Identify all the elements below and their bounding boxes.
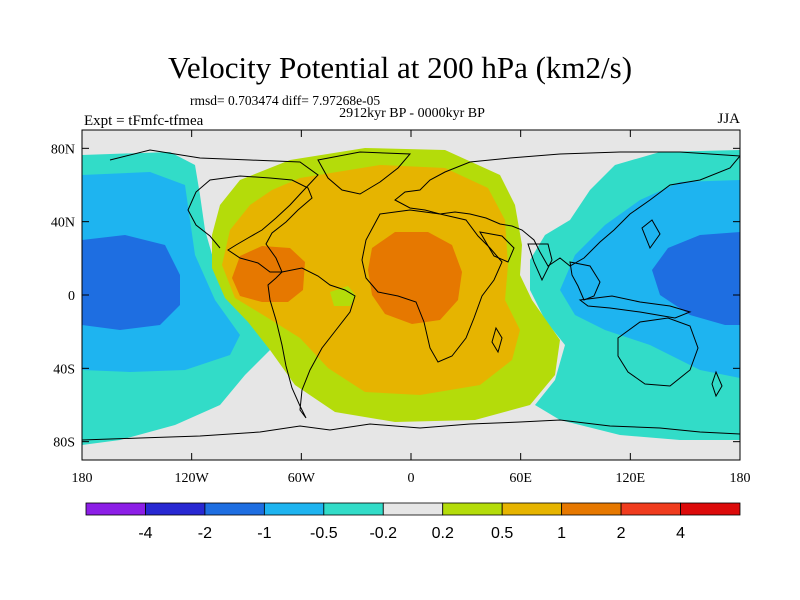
colorbar-label: 0.5: [491, 525, 513, 542]
x-tick-label: 180: [730, 471, 751, 486]
season-label: JJA: [717, 111, 740, 127]
coast-south-america: [267, 267, 356, 419]
coast-india: [527, 243, 553, 282]
colorbar-swatch: [382, 502, 444, 516]
colorbar-label: -2: [198, 525, 212, 542]
coast-greenland: [317, 151, 412, 195]
colorbar-swatch: [323, 502, 384, 516]
colorbar-label: 0.2: [432, 525, 454, 542]
y-tick-label: 40N: [51, 216, 75, 231]
y-tick-label: 80S: [53, 436, 75, 451]
x-tick-label: 120E: [616, 471, 646, 486]
coastlines: [82, 149, 740, 441]
experiment-label: Expt = tFmfc-tfmea: [84, 113, 204, 129]
region-westpac-mid: [560, 180, 740, 378]
chart-title: Velocity Potential at 200 hPa (km2/s): [167, 50, 633, 85]
y-tick-label: 80N: [51, 142, 75, 157]
x-tick-label: 0: [408, 471, 415, 486]
y-axis: 80N 40N 0 40S 80S: [51, 142, 740, 451]
coast-madagascar: [491, 326, 503, 354]
colorbar-swatch: [145, 502, 206, 516]
coast-southeast-asia: [569, 261, 601, 301]
coast-antarctica: [82, 419, 740, 441]
colorbar-swatch: [263, 502, 325, 516]
region-brazil-patch: [330, 286, 356, 306]
y-tick-label: 40S: [53, 362, 75, 377]
coast-indonesia: [578, 295, 692, 319]
colorbar-label: -0.5: [310, 525, 338, 542]
colorbar-swatch: [85, 502, 146, 516]
coast-new-zealand: [711, 370, 723, 398]
stats-line: rmsd= 0.703474 diff= 7.97268e-05: [190, 93, 381, 108]
region-westpac-core: [652, 232, 740, 325]
colorbar-swatch: [680, 502, 741, 516]
x-tick-label: 60W: [288, 471, 316, 486]
coast-eurasia: [394, 151, 740, 267]
colorbar-label: -1: [257, 525, 271, 542]
coast-africa: [361, 209, 503, 363]
colorbar-label: -4: [138, 525, 152, 542]
coast-japan: [641, 219, 661, 250]
x-axis: 180 120W 60W 0 60E 120E 180: [72, 130, 751, 486]
x-tick-label: 60E: [509, 471, 532, 486]
region-africa-max: [368, 232, 462, 324]
contour-field: [82, 130, 740, 460]
colorbar-label: -0.2: [369, 525, 397, 542]
colorbar-swatch: [204, 502, 265, 516]
colorbar-label: 1: [557, 525, 566, 542]
colorbar: -4 -2 -1 -0.5 -0.2 0.2 0.5 1 2 4: [85, 502, 741, 542]
coast-australia: [617, 317, 699, 387]
colorbar-swatch: [620, 502, 681, 516]
x-tick-label: 180: [72, 471, 93, 486]
period-label: 2912kyr BP - 0000kyr BP: [339, 106, 485, 121]
colorbar-label: 4: [676, 525, 685, 542]
x-tick-label: 120W: [175, 471, 210, 486]
region-caribbean-max: [232, 246, 305, 302]
colorbar-label: 2: [617, 525, 626, 542]
coast-arabia: [479, 231, 515, 263]
y-tick-label: 0: [68, 289, 75, 304]
colorbar-swatch: [501, 502, 563, 516]
region-pacific-east-min: [82, 235, 180, 330]
colorbar-swatch: [442, 502, 503, 516]
colorbar-swatch: [561, 502, 622, 516]
